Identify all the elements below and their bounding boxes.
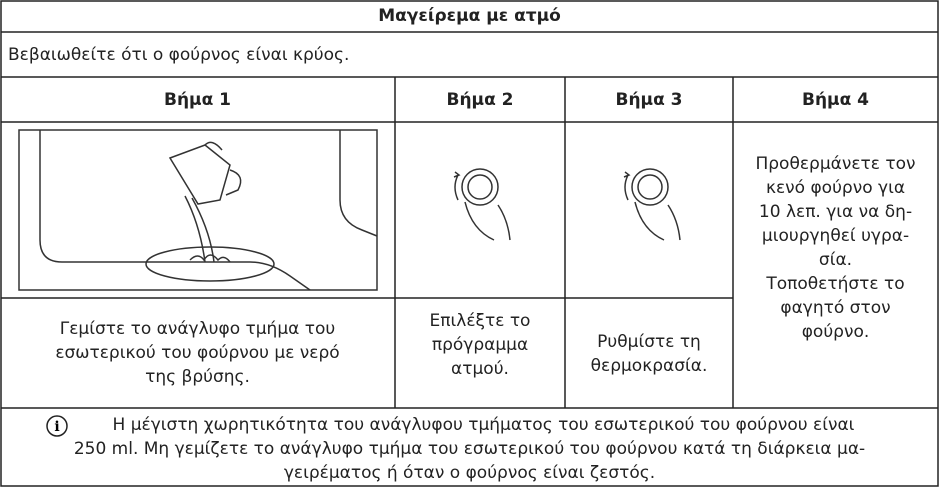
step-heading: Βήμα 2	[446, 90, 514, 110]
text-line: μιουργηθεί υγρα-	[761, 226, 910, 246]
text-line: Γεμίστε το ανάγλυφο τμήμα του	[59, 319, 336, 339]
knob-illustration	[453, 168, 511, 241]
text-line: Επιλέξτε το	[429, 311, 531, 331]
text-line: Ρυθμίστε τη	[597, 332, 701, 352]
note: Η μέγιστη χωρητικότητα του ανάγλυφου τμή…	[0, 413, 939, 485]
step-heading: Βήμα 1	[164, 90, 231, 110]
text-line: πρόγραμμα	[431, 335, 529, 355]
text-line: ατμού.	[451, 359, 509, 379]
step-text: Γεμίστε το ανάγλυφο τμήμα του εσωτερικού…	[0, 317, 395, 389]
step-heading: Βήμα 4	[802, 90, 869, 110]
svg-text:i: i	[54, 419, 59, 435]
text-line: εσωτερικού του φούρνου με νερό	[55, 343, 340, 363]
text-line: φαγητό στον	[780, 298, 891, 318]
text-line: φούρνο.	[801, 322, 870, 342]
step-heading: Βήμα 3	[615, 90, 683, 110]
text-line: 250 ml. Μη γεμίζετε το ανάγλυφο τμήμα το…	[73, 439, 866, 459]
step-text: Προθερμάνετε τον κενό φούρνο για 10 λεπ.…	[733, 152, 938, 344]
info-icon: i	[46, 415, 68, 437]
knob-illustration	[623, 168, 681, 241]
intro: Βεβαιωθείτε ότι ο φούρνος είναι κρύος.	[8, 45, 350, 65]
title: Μαγείρεμα με ατμό	[378, 6, 561, 26]
text-line: σία.	[818, 250, 853, 270]
text-line: Η μέγιστη χωρητικότητα του ανάγλυφου τμή…	[112, 415, 855, 435]
step-text: Επιλέξτε το πρόγραμμα ατμού.	[395, 309, 565, 381]
step-text: Ρυθμίστε τη θερμοκρασία.	[565, 330, 733, 378]
text-line: κενό φούρνο για	[765, 178, 906, 198]
text-line: γειρέματος ή όταν ο φούρνος είναι ζεστός…	[283, 463, 656, 483]
text-line: Τοποθετήστε το	[766, 274, 905, 294]
text-line: 10 λεπ. για να δη-	[758, 202, 913, 222]
pour-illustration	[18, 129, 378, 291]
text-line: της βρύσης.	[145, 367, 250, 387]
text-line: θερμοκρασία.	[590, 356, 708, 376]
text-line: Προθερμάνετε τον	[755, 154, 916, 174]
